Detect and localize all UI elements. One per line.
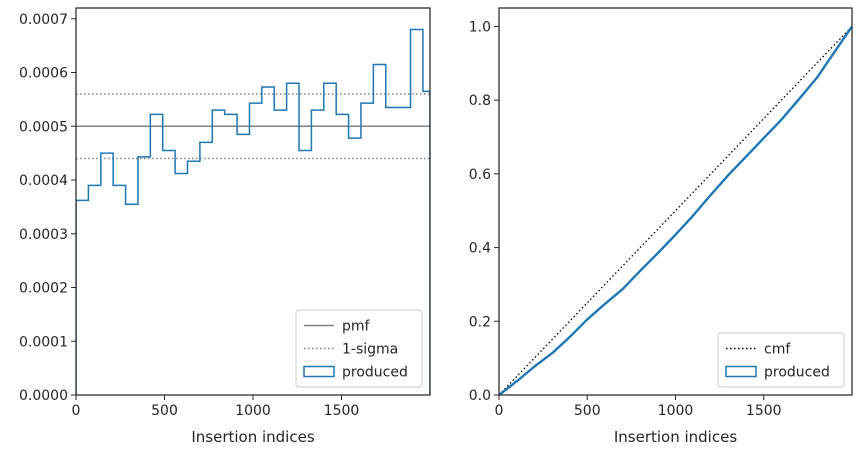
y-tick-label: 0.0002 bbox=[19, 281, 68, 297]
legend-label: pmf bbox=[342, 319, 371, 335]
legend-label: 1-sigma bbox=[342, 342, 398, 358]
y-tick-label: 0.0 bbox=[469, 388, 491, 404]
produced-step-series bbox=[76, 28, 430, 395]
panel-2: 0 500 1000 1500 0.0 0.2 0.4 0.6 0.8 1.0 Insertion … bbox=[469, 7, 853, 446]
y-tick-label: 0.0007 bbox=[19, 12, 68, 28]
x-tick-label: 1000 bbox=[658, 403, 694, 419]
legend-box bbox=[717, 332, 845, 388]
y-tick-label: 0.0003 bbox=[19, 227, 68, 243]
x-tick-label: 0 bbox=[495, 403, 504, 419]
x-tick-label: 500 bbox=[151, 403, 178, 419]
x-tick-label: 1500 bbox=[324, 403, 360, 419]
legend: pmf 1-sigma produced bbox=[295, 309, 423, 388]
legend-box bbox=[295, 309, 423, 388]
cmf-line bbox=[499, 25, 852, 395]
legend-label: cmf bbox=[764, 342, 791, 358]
panel-1: 0 500 1000 1500 0.0000 0.0001 0.0002 0.0003 0.00… bbox=[19, 7, 431, 446]
y-tick-label: 0.0001 bbox=[19, 334, 68, 350]
legend-handle-produced bbox=[725, 365, 757, 378]
y-tick-label: 0.0005 bbox=[19, 119, 68, 135]
plot-area bbox=[76, 28, 430, 395]
plot-area bbox=[499, 25, 852, 395]
x-axis-label: Insertion indices bbox=[191, 428, 314, 446]
x-tick-label: 1500 bbox=[746, 403, 782, 419]
y-tick-label: 0.0000 bbox=[19, 388, 68, 404]
y-tick-label: 0.6 bbox=[469, 167, 491, 183]
x-axis-label: Insertion indices bbox=[614, 428, 737, 446]
x-tick-label: 0 bbox=[72, 403, 81, 419]
produced-cdf-line bbox=[499, 25, 852, 395]
legend-handle-produced bbox=[303, 365, 335, 378]
y-tick-label: 0.4 bbox=[469, 241, 491, 257]
legend-label: produced bbox=[764, 365, 830, 381]
y-tick-label: 0.2 bbox=[469, 314, 491, 330]
y-tick-label: 0.8 bbox=[469, 93, 491, 109]
x-tick-label: 1000 bbox=[235, 403, 271, 419]
y-tick-label: 0.0004 bbox=[19, 173, 68, 189]
x-tick-label: 500 bbox=[574, 403, 601, 419]
y-tick-label: 1.0 bbox=[469, 19, 491, 35]
y-tick-label: 0.0006 bbox=[19, 66, 68, 82]
legend-label: produced bbox=[342, 365, 408, 381]
legend: cmf produced bbox=[717, 332, 845, 388]
